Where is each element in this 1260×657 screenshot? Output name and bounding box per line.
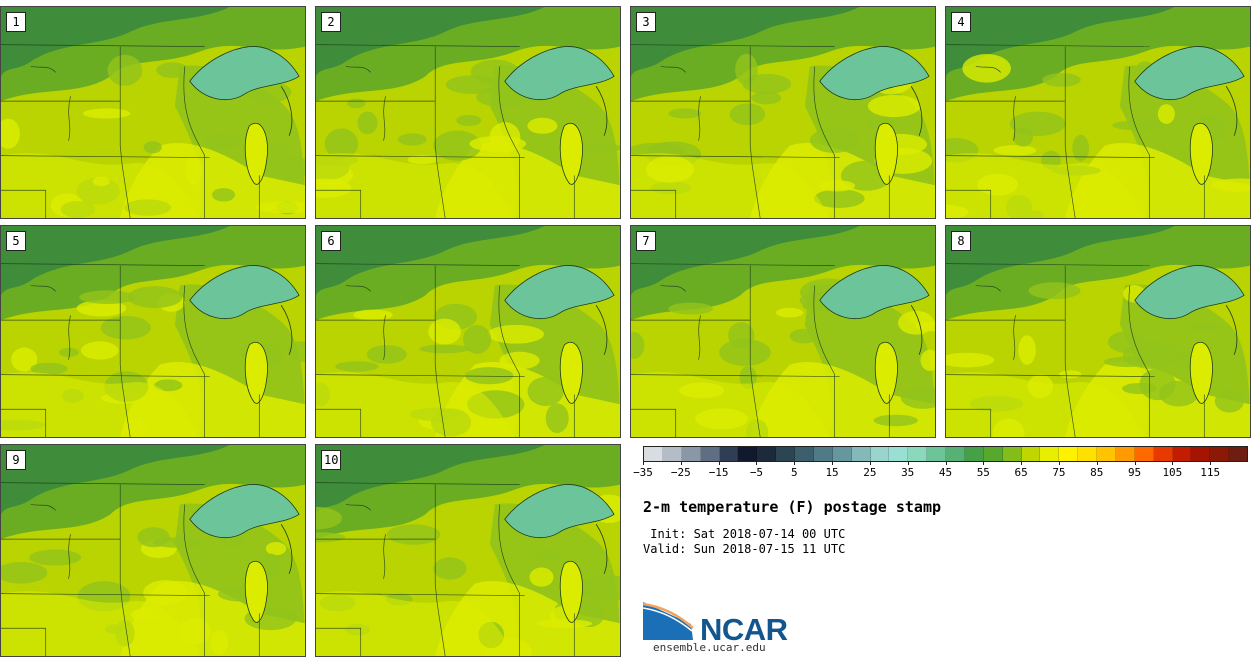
colorbar-tick-label: 55 [976, 466, 990, 479]
ncar-logo-swoosh-inner [643, 607, 693, 632]
colorbar-tick-mark [643, 462, 644, 465]
member-number-label: 7 [636, 231, 656, 251]
postage-stamp-map: 4 [945, 6, 1251, 219]
member-number-label: 2 [321, 12, 341, 32]
colorbar-tick-mark [794, 462, 796, 465]
postage-stamp-map: 1 [0, 6, 306, 219]
colorbar-tick-mark [1096, 462, 1098, 465]
colorbar-segment [1191, 447, 1211, 461]
colorbar-tick-mark [756, 462, 758, 465]
colorbar-tick-mark [680, 462, 682, 465]
colorbar-tick-label: 95 [1127, 466, 1142, 479]
colorbar-segment [644, 447, 663, 461]
colorbar-segment [681, 447, 701, 461]
colorbar-segment [738, 447, 758, 461]
colorbar-tick-label: −35 [633, 466, 653, 479]
colorbar-segment [662, 447, 682, 461]
temperature-colorbar [643, 446, 1248, 462]
colorbar-tick-mark [1210, 462, 1212, 465]
colorbar-tick-label: 35 [901, 466, 915, 479]
colorbar-tick-label: 5 [790, 466, 798, 479]
colorbar-segment [813, 447, 833, 461]
colorbar-segment [889, 447, 909, 461]
colorbar-segment [700, 447, 720, 461]
colorbar-segment [1172, 447, 1192, 461]
postage-stamp-map: 10 [315, 444, 621, 657]
member-number-label: 3 [636, 12, 656, 32]
colorbar-segment [795, 447, 814, 461]
member-number-label: 10 [321, 450, 342, 470]
figure-title: 2-m temperature (F) postage stamp [643, 498, 942, 516]
postage-stamp-map: 9 [0, 444, 306, 657]
colorbar-tick-mark [907, 462, 909, 465]
colorbar-segment [870, 447, 890, 461]
postage-stamp-map: 2 [315, 6, 621, 219]
colorbar-tick-mark [1172, 462, 1174, 465]
colorbar-tick-label: 85 [1090, 466, 1104, 479]
colorbar-segment [964, 447, 984, 461]
colorbar-tick-mark [869, 462, 871, 465]
member-number-label: 9 [6, 450, 26, 470]
ncar-logo-text: NCAR [700, 612, 788, 647]
colorbar-segment [1153, 447, 1173, 461]
colorbar-segment [1210, 447, 1230, 461]
colorbar-segment [1134, 447, 1154, 461]
colorbar-tick-mark [1058, 462, 1060, 465]
postage-stamp-map: 6 [315, 225, 621, 438]
colorbar-tick-labels: −35 −25 −15 −5 5 15 25 35 45 55 65 75 85 95 105 115 [633, 462, 1248, 480]
valid-time: Valid: Sun 2018-07-15 11 UTC [643, 542, 846, 556]
colorbar-tick-label: 45 [938, 466, 953, 479]
postage-stamp-map: 7 [630, 225, 936, 438]
colorbar-segment [851, 447, 871, 461]
init-time: Init: Sat 2018-07-14 00 UTC [643, 527, 846, 541]
member-number-label: 4 [951, 12, 971, 32]
member-number-label: 8 [951, 231, 971, 251]
colorbar-tick-label: −5 [749, 466, 764, 479]
colorbar-segment [757, 447, 777, 461]
colorbar-tick-mark [832, 462, 834, 465]
colorbar-tick-mark [1134, 462, 1136, 465]
colorbar-tick-label: 115 [1200, 466, 1221, 479]
colorbar-segment [1059, 447, 1079, 461]
colorbar-tick-mark [1021, 462, 1023, 465]
colorbar-tick-label: 75 [1052, 466, 1066, 479]
member-number-label: 6 [321, 231, 341, 251]
colorbar-segment [776, 447, 795, 461]
colorbar-segment [1097, 447, 1116, 461]
colorbar-segment [1040, 447, 1060, 461]
colorbar-segment [1229, 447, 1247, 461]
colorbar-segment [719, 447, 739, 461]
ncar-logo-swoosh [643, 602, 694, 629]
colorbar-tick-label: −25 [670, 466, 691, 479]
colorbar-segment [946, 447, 965, 461]
colorbar-segment [1078, 447, 1097, 461]
postage-stamp-map: 5 [0, 225, 306, 438]
postage-stamp-map: 3 [630, 6, 936, 219]
ncar-url: ensemble.ucar.edu [653, 641, 766, 654]
member-number-label: 1 [6, 12, 26, 32]
colorbar-tick-label: 15 [825, 466, 839, 479]
colorbar-segment [983, 447, 1003, 461]
colorbar-tick-mark [718, 462, 720, 465]
colorbar-segment [1002, 447, 1022, 461]
colorbar-segment [1115, 447, 1135, 461]
colorbar-tick-label: 65 [1014, 466, 1028, 479]
colorbar-tick-label: 25 [863, 466, 877, 479]
colorbar-tick-mark [983, 462, 985, 465]
colorbar-segment [1021, 447, 1041, 461]
colorbar-tick-label: −15 [708, 466, 729, 479]
postage-stamp-map: 8 [945, 225, 1251, 438]
colorbar-tick-label: 105 [1162, 466, 1183, 479]
colorbar-segment [927, 447, 946, 461]
ncar-logo [643, 602, 694, 640]
member-number-label: 5 [6, 231, 26, 251]
colorbar-tick-mark [945, 462, 947, 465]
colorbar-segment [908, 447, 928, 461]
colorbar-segment [832, 447, 852, 461]
